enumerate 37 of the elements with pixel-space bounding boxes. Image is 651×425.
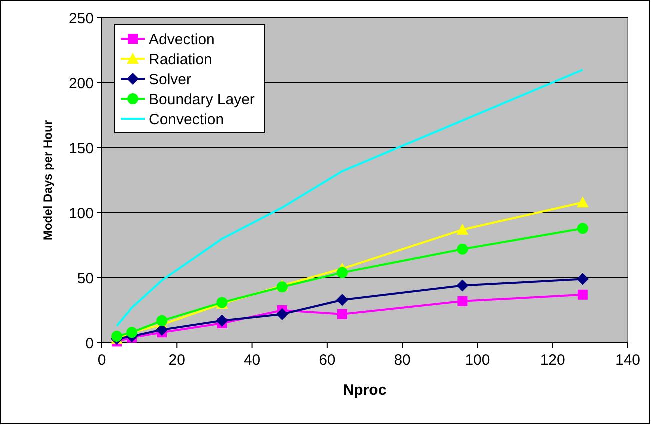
y-tick-label: 100 [68,205,94,222]
point [216,314,228,327]
line-series [116,69,584,328]
y-tick-label: 0 [86,335,94,352]
point [337,309,348,320]
point [276,308,288,320]
point [456,280,469,292]
y-tick-label: 150 [68,140,94,158]
x-tick-label: 0 [98,352,106,369]
x-tick-label: 100 [465,352,490,369]
legend-label: Advection [149,31,215,48]
point [576,273,589,286]
point [577,223,588,234]
y-tick-label: 50 [77,270,94,288]
point [457,244,468,255]
point [336,294,348,306]
x-tick-label: 20 [168,352,186,369]
legend-label: Boundary Layer [149,91,255,108]
x-tick-label: 80 [394,352,411,369]
x-tick-label: 40 [244,352,261,369]
y-tick-label: 250 [68,10,94,28]
point [458,296,468,306]
x-axis-title: Nproc [343,382,387,399]
y-tick-label: 200 [68,75,94,92]
point [112,331,123,342]
x-tick-label: 60 [319,352,336,369]
x-tick-label: 120 [540,352,566,369]
point [578,290,588,300]
x-tick-label: 140 [615,352,641,369]
point [576,196,589,208]
legend-label: Solver [149,71,192,88]
point [456,224,469,235]
point [156,315,168,326]
y-axis-title: Model Days per Hour [41,120,55,241]
legend-label: Convection [149,111,224,128]
legend-label: Radiation [149,51,212,68]
point [336,267,348,278]
